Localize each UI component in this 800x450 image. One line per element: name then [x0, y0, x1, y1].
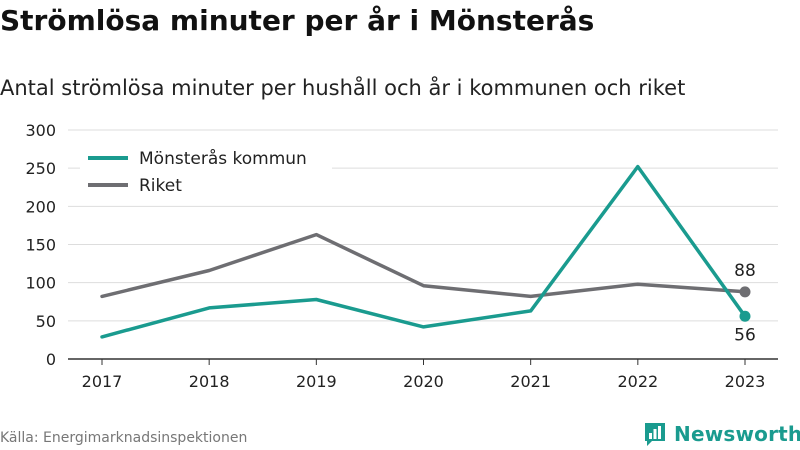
series-end-point [739, 310, 751, 322]
x-tick-label: 2021 [510, 372, 551, 391]
chart-title: Strömlösa minuter per år i Mönsterås [0, 4, 595, 37]
end-value-label: 56 [734, 325, 756, 345]
x-tick-label: 2018 [189, 372, 230, 391]
y-tick-label: 50 [36, 312, 56, 331]
x-tick-label: 2023 [725, 372, 766, 391]
brand-name: Newsworthy [674, 422, 800, 446]
legend-label: Mönsterås kommun [139, 148, 307, 169]
x-tick-label: 2017 [82, 372, 123, 391]
series-line-0 [100, 164, 747, 339]
chart-subtitle: Antal strömlösa minuter per hushåll och … [0, 76, 686, 100]
y-tick-label: 100 [25, 274, 56, 293]
x-tick-label: 2022 [617, 372, 658, 391]
line-chart: 0 50 100 150 200 250 300 2017 2018 2019 2020 2021 20… [25, 121, 778, 391]
series-line-1 [100, 232, 747, 299]
y-tick-label: 300 [25, 121, 56, 140]
y-tick-label: 250 [25, 159, 56, 178]
x-tick-label: 2020 [403, 372, 444, 391]
legend-label: Riket [139, 176, 182, 196]
y-tick-label: 150 [25, 236, 56, 255]
bar-chart-logo-icon [645, 423, 665, 446]
end-value-label: 88 [734, 261, 756, 281]
x-tick-label: 2019 [296, 372, 337, 391]
series-end-point [739, 286, 751, 298]
y-tick-label: 200 [25, 197, 56, 216]
legend-background [80, 142, 332, 202]
brand-logo[interactable]: Newsworthy [643, 420, 800, 448]
source-note: Källa: Energimarknadsinspektionen [0, 430, 248, 446]
y-tick-label: 0 [46, 350, 56, 369]
